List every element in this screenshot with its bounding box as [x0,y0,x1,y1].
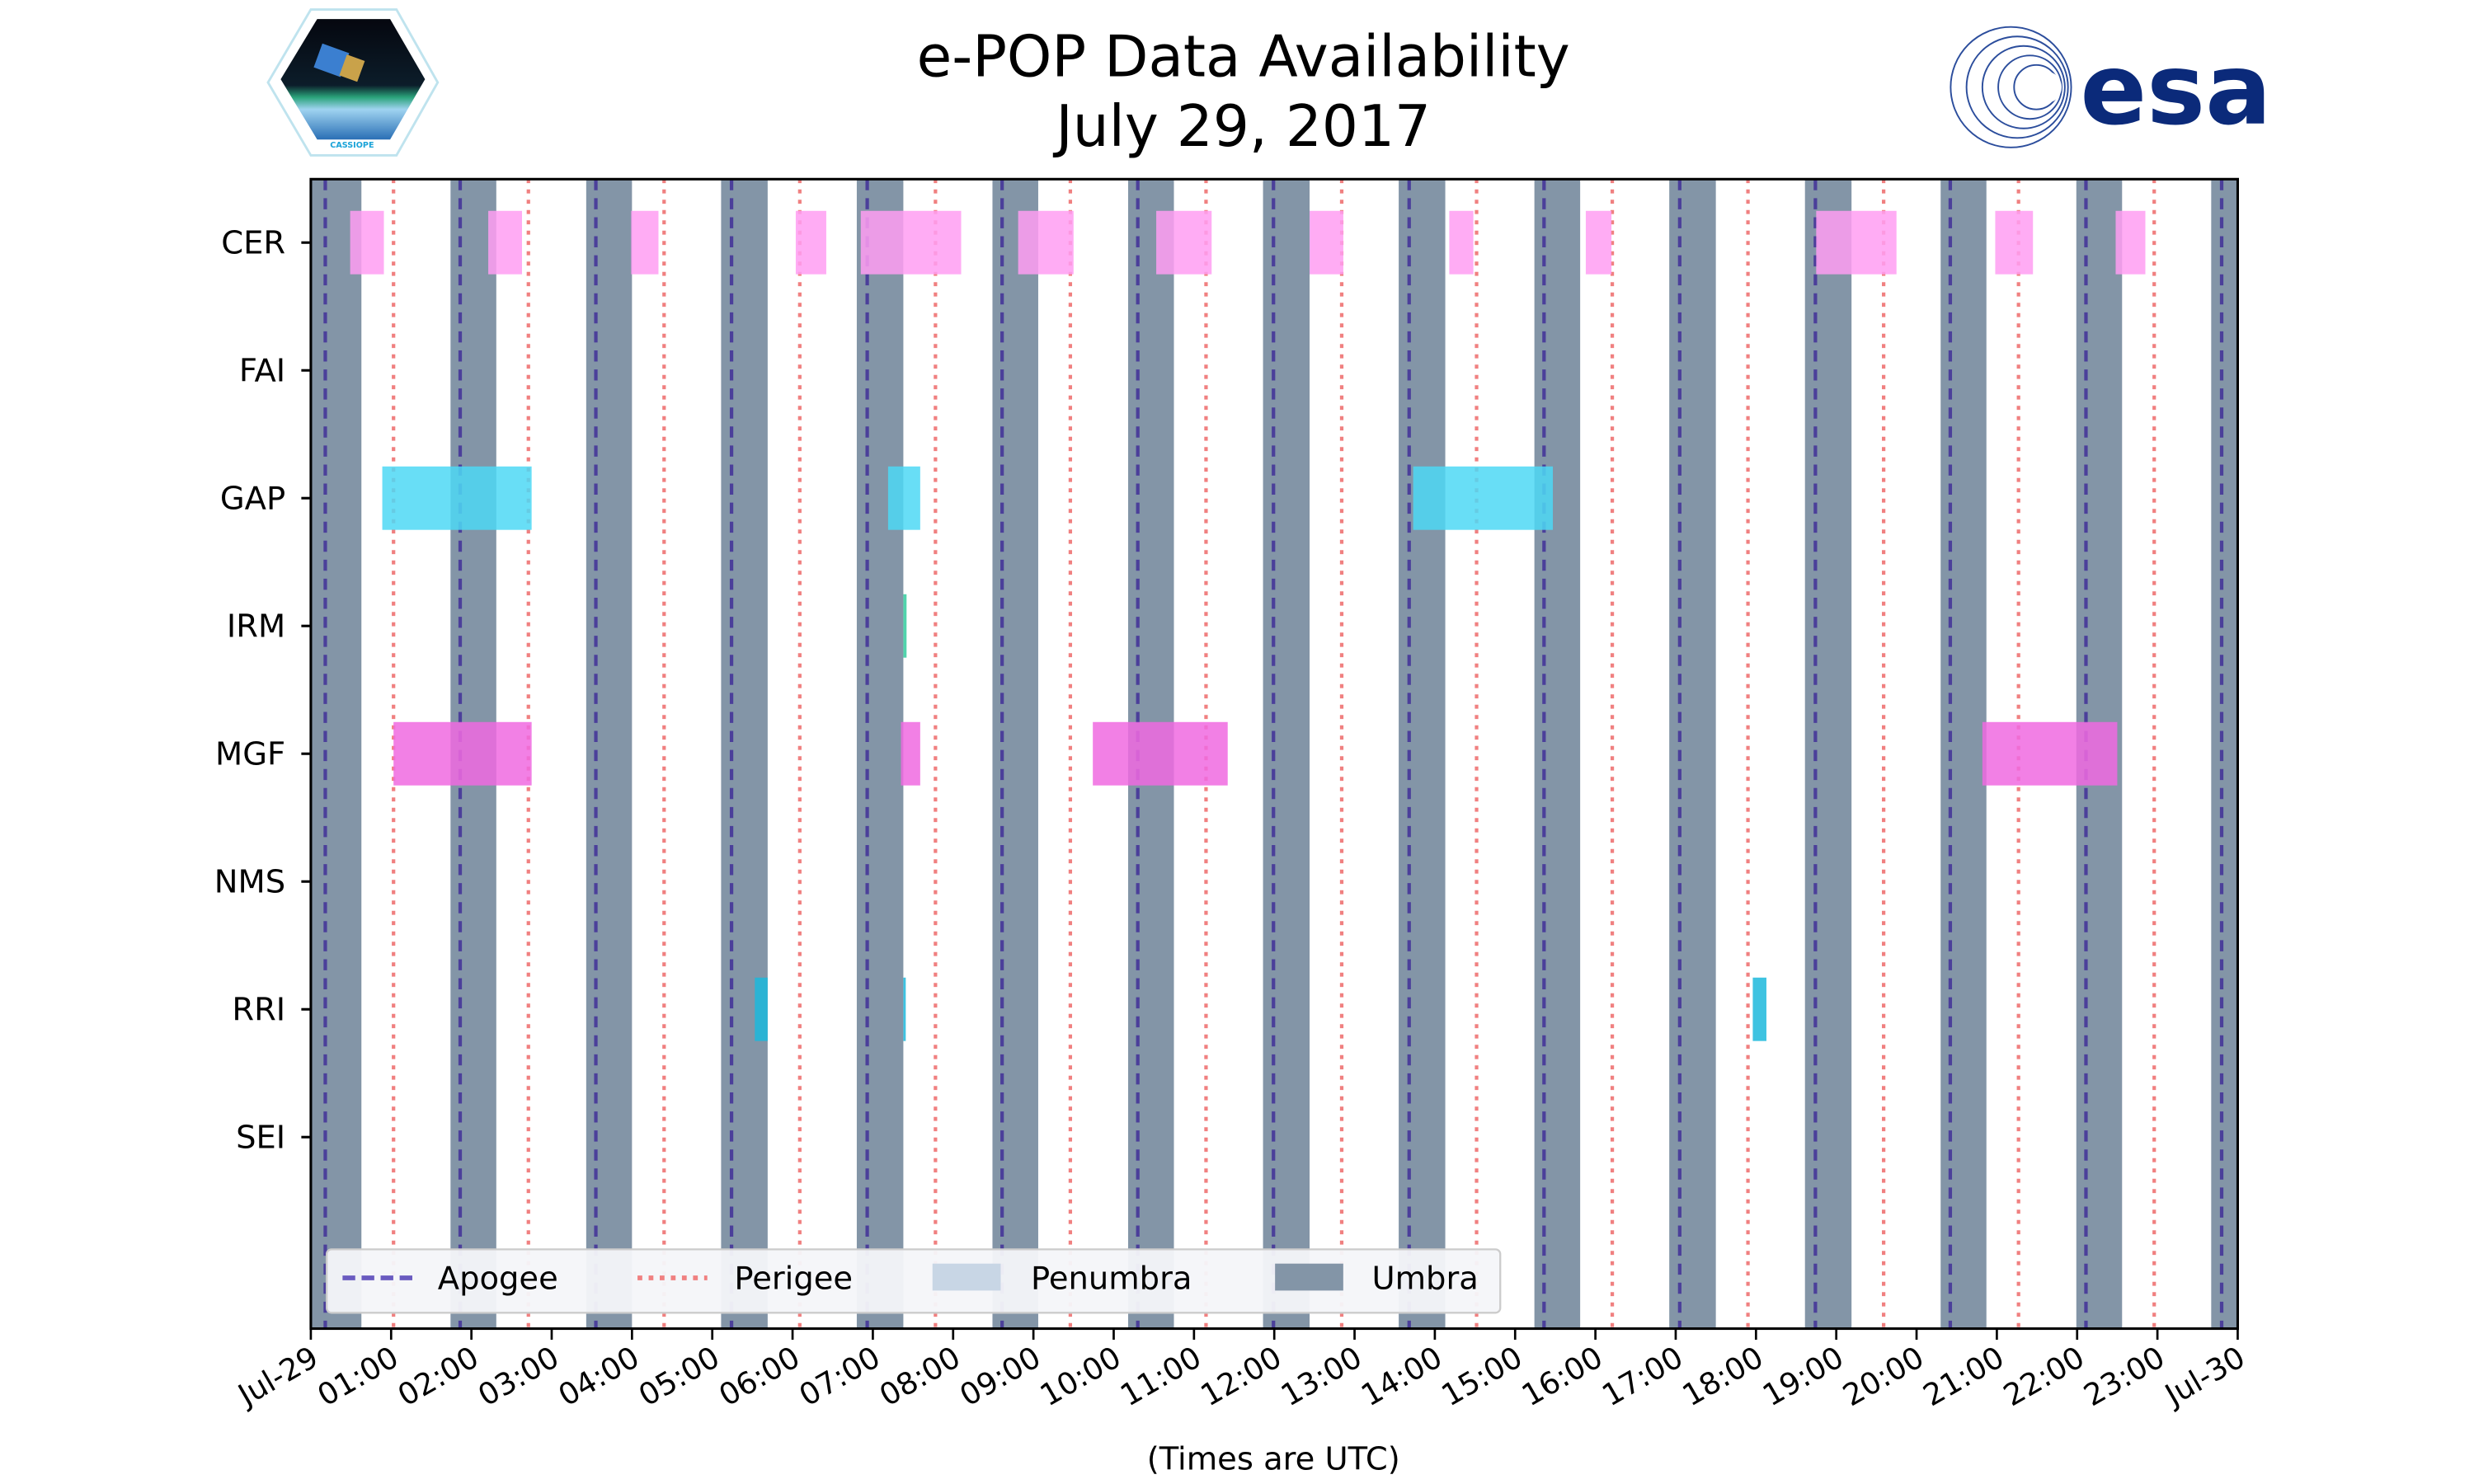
x-axis-label: (Times are UTC) [1147,1441,1400,1478]
x-tick-label: 10:00 [1034,1339,1127,1413]
x-tick-label: 06:00 [713,1339,806,1413]
y-axis: CER FAI GAP IRM MGF NMS RRI SEI [214,225,311,1157]
x-tick-label: 17:00 [1596,1339,1689,1413]
umbra-band [1669,179,1716,1329]
x-tick-label: Jul-29 [231,1339,324,1413]
umbra-band [1399,179,1446,1329]
x-tick-label: 07:00 [793,1339,887,1413]
x-tick-label: 04:00 [553,1339,646,1413]
cassiope-logo: CASSIOPE [266,8,440,157]
esa-logo-text: esa [2080,33,2271,148]
x-tick-label: 21:00 [1917,1339,2011,1413]
data-bar-rri [1752,977,1766,1041]
chart-title-line2: July 29, 2017 [1052,94,1431,160]
apogee-lines [323,179,2224,1329]
x-axis: Jul-2901:0002:0003:0004:0005:0006:0007:0… [231,1328,2251,1413]
umbra-band [1940,179,1987,1329]
umbra-band [1534,179,1581,1329]
data-bar-cer [860,210,962,275]
x-tick-label: 11:00 [1114,1339,1207,1413]
data-bar-cer [1310,210,1343,275]
x-tick-label: 09:00 [954,1339,1047,1413]
data-bar-irm [903,594,907,658]
data-bar-rri [755,977,768,1041]
data-bar-cer [1585,210,1612,275]
data-bar-cer [2115,210,2146,275]
data-bars [350,210,2146,1041]
data-bar-gap [382,466,532,530]
data-bar-cer [631,210,659,275]
data-bar-mgf [1982,721,2118,786]
legend: Apogee Perigee Penumbra Umbra [325,1248,1502,1314]
x-tick-label: 05:00 [633,1339,726,1413]
legend-umbra-swatch [1275,1263,1343,1291]
data-bar-cer [795,210,826,275]
x-tick-label: 19:00 [1757,1339,1850,1413]
data-bar-cer [488,210,522,275]
x-tick-label: 08:00 [873,1339,967,1413]
legend-penumbra-label: Penumbra [1031,1260,1192,1297]
data-bar-mgf [901,721,920,786]
umbra-band [856,179,904,1329]
data-bar-mgf [1093,721,1228,786]
umbra-band [310,179,362,1329]
umbra-band [2211,179,2238,1329]
y-tick-label: IRM [227,608,285,646]
chart-title-line1: e-POP Data Availability [917,24,1570,90]
data-bar-cer [1018,210,1074,275]
x-tick-label: 23:00 [2078,1339,2171,1413]
umbra-band [721,179,768,1329]
x-tick-label: 22:00 [1997,1339,2091,1413]
x-tick-label: 15:00 [1436,1339,1529,1413]
x-tick-label: Jul-30 [2157,1339,2251,1413]
legend-perigee-label: Perigee [734,1260,853,1297]
data-bar-cer [1156,210,1212,275]
y-tick-label: GAP [220,481,285,518]
x-tick-label: 18:00 [1677,1339,1770,1413]
data-bar-cer [350,210,384,275]
plot-area: CER FAI GAP IRM MGF NMS RRI SEI Jul-2901:0002:0… [214,177,2251,1413]
data-bar-cer [1816,210,1897,275]
esa-logo: esa [1950,26,2272,148]
data-bar-gap [1413,466,1554,530]
data-bar-cer [1449,210,1474,275]
x-tick-label: 02:00 [392,1339,485,1413]
x-tick-label: 01:00 [312,1339,405,1413]
cassiope-logo-text: CASSIOPE [330,141,374,150]
data-bar-cer [1995,210,2034,275]
x-tick-label: 03:00 [472,1339,565,1413]
data-bar-rri [903,977,906,1041]
umbra-band [992,179,1038,1329]
x-tick-label: 13:00 [1275,1339,1368,1413]
x-tick-label: 20:00 [1837,1339,1930,1413]
y-tick-label: CER [221,225,285,262]
umbra-band [1804,179,1852,1329]
legend-apogee-label: Apogee [438,1260,558,1297]
data-bar-gap [887,466,920,530]
x-tick-label: 16:00 [1516,1339,1609,1413]
y-tick-label: RRI [232,992,285,1029]
umbra-band [586,179,633,1329]
y-tick-label: FAI [239,353,285,390]
legend-penumbra-swatch [932,1263,1001,1291]
data-bar-mgf [393,721,532,786]
y-tick-label: NMS [214,864,285,901]
x-tick-label: 12:00 [1195,1339,1288,1413]
x-tick-label: 14:00 [1355,1339,1448,1413]
legend-umbra-label: Umbra [1371,1260,1478,1297]
umbra-band [1263,179,1310,1329]
legend-box [325,1248,1502,1314]
y-tick-label: SEI [236,1120,285,1157]
y-tick-label: MGF [215,736,285,773]
